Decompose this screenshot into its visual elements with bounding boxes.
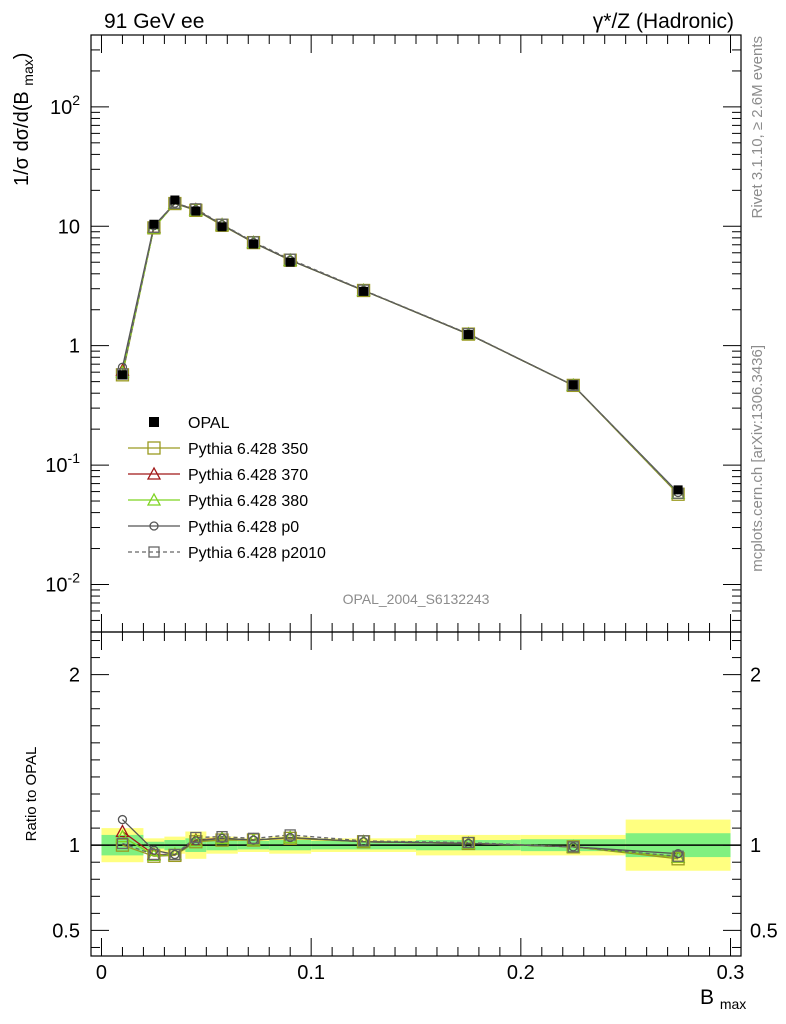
legend-marker [146,492,162,506]
legend-marker [146,466,162,480]
ratio-point [285,832,295,843]
data-point [285,257,295,267]
data-point [568,380,578,390]
data-point [249,239,258,249]
ratio-y-tick-label-right: 0.5 [750,920,778,942]
data-point [117,370,127,380]
ratio-point [462,836,475,849]
ratio-point [115,824,130,838]
header-left: 91 GeV ee [104,10,204,33]
ratio-point [461,836,476,850]
ratio-point [672,850,684,862]
ratio-y-tick-label-right: 2 [750,665,761,687]
legend-label: Pythia 6.428 p0 [188,519,299,536]
ratio-point [169,848,181,861]
y-tick-label: 10 [58,216,80,238]
ratio-y-tick-label: 0.5 [52,920,80,942]
ratio-point [190,831,202,844]
ratio-point [170,849,180,860]
legend-label: Pythia 6.428 380 [188,493,308,510]
ratio-point [217,833,227,843]
data-point [217,222,227,232]
ratio-point [357,835,370,847]
ratio-line [121,819,679,856]
ratio-point [673,849,683,859]
ratio-y-axis-label: Ratio to OPAL [23,747,40,842]
ratio-plot-frame [90,631,742,957]
ratio-point [188,833,203,847]
watermark: OPAL_2004_S6132243 [343,591,490,607]
x-tick-label: 0.1 [297,962,325,984]
ratio-point [247,832,260,844]
data-point [170,195,180,205]
ratio-point [117,814,128,825]
ratio-point [246,832,261,846]
x-tick-label: 0.2 [507,962,535,984]
ratio-point [284,829,296,841]
ratio-point [116,837,129,850]
legend-marker [148,546,160,558]
y-tick-label: 1 [69,336,80,358]
mcplots-note: mcplots.cern.ch [arXiv:1306.3436] [749,345,766,572]
ratio-y-tick-label: 1 [69,835,80,857]
ratio-point [567,841,579,853]
data-point [359,286,369,296]
data-point [463,330,473,340]
ratio-point [191,836,201,846]
ratio-point [671,852,685,866]
legend-label: Pythia 6.428 p2010 [188,545,326,562]
y-tick-label: 10-1 [45,450,80,477]
main-y-axis-label: 1/σ dσ/d(B max) [11,53,36,186]
legend-label: Pythia 6.428 370 [188,467,308,484]
legend-marker-data [149,417,159,427]
rivet-note: Rivet 3.1.10, ≥ 2.6M events [749,36,766,219]
data-point [191,206,201,216]
ratio-point [115,829,130,843]
legend-label: Pythia 6.428 350 [188,441,308,458]
main-plot-frame [90,34,742,633]
data-point [673,485,683,495]
legend-label: OPAL [188,415,230,432]
y-tick-label: 102 [50,92,80,119]
ratio-point [283,830,298,844]
legend-marker [149,521,159,531]
x-axis-label: B max [700,986,746,1012]
ratio-y-tick-label-right: 1 [750,835,761,857]
ratio-point [356,834,371,848]
header-right: γ*/Z (Hadronic) [593,10,734,33]
ratio-point [148,848,160,861]
y-tick-label: 10-2 [45,569,80,596]
ratio-point [248,835,259,845]
ratio-point [149,845,159,855]
ratio-point [568,842,578,852]
ratio-y-tick-label: 2 [69,665,80,687]
x-tick-label: 0 [96,962,107,984]
legend-marker [147,441,161,455]
ratio-point [115,838,130,852]
x-tick-label: 0.3 [717,962,745,984]
data-point [149,219,159,229]
ratio-point [146,848,161,862]
series-line [121,202,679,494]
ratio-point [216,830,228,843]
ratio-point [214,830,230,844]
